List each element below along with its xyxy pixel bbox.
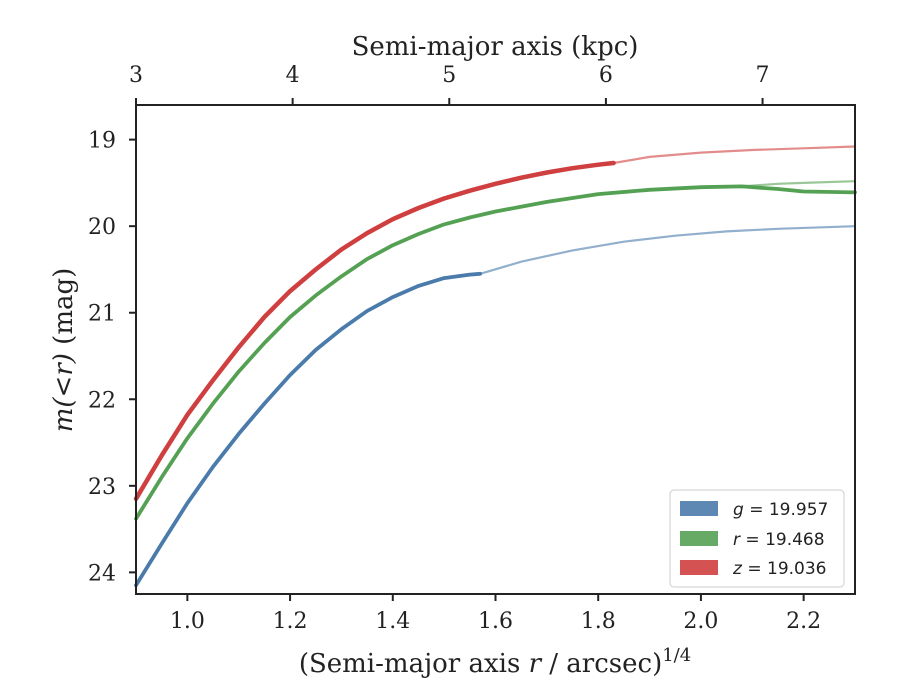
y-tick-label: 19 xyxy=(88,129,116,154)
y-tick-label: 21 xyxy=(88,302,116,327)
y-axis-title: m(<r) (mag) xyxy=(49,268,79,433)
top-x-tick-label: 4 xyxy=(286,63,300,88)
top-x-tick-label: 3 xyxy=(129,63,143,88)
series-z-extrapolation-line xyxy=(612,145,857,165)
y-tick-label: 22 xyxy=(88,388,116,413)
x-tick-label: 2.0 xyxy=(683,609,718,634)
x-tick-label: 1.8 xyxy=(581,609,616,634)
legend-label-r: r = 19.468 xyxy=(733,530,825,550)
legend: g = 19.957 r = 19.468 z = 19.036 xyxy=(669,489,845,588)
x-tick-label: 1.0 xyxy=(170,609,205,634)
top-x-tick-label: 6 xyxy=(599,63,613,88)
bottom-x-axis-title: (Semi-major axis r / arcsec)1/4 xyxy=(299,645,691,679)
legend-label-z: z = 19.036 xyxy=(732,559,826,579)
top-x-tick-label: 5 xyxy=(442,63,456,88)
series-curves xyxy=(133,145,857,588)
series-g-extrapolation-line xyxy=(479,225,857,275)
series-z-line xyxy=(133,160,616,502)
series-r-extrapolation-line xyxy=(740,180,857,188)
legend-label-g: g = 19.957 xyxy=(733,500,828,520)
x-tick-label: 1.2 xyxy=(273,609,308,634)
legend-entry-r: r = 19.468 xyxy=(680,530,825,550)
y-tick-label: 20 xyxy=(88,215,116,240)
legend-entry-z: z = 19.036 xyxy=(680,559,826,579)
legend-swatch-z xyxy=(680,560,718,575)
plot-frame xyxy=(135,104,856,595)
series-r-line xyxy=(134,184,857,521)
x-tick-label: 1.4 xyxy=(375,609,410,634)
y-tick-label: 24 xyxy=(88,561,116,586)
axis-ticks: 1.0 1.2 1.4 1.6 1.8 2.0 2.2 3 4 5 6 7 19 20 21 22 23 24 xyxy=(88,63,821,634)
x-tick-label: 1.6 xyxy=(478,609,513,634)
series-g-line xyxy=(134,271,482,588)
top-x-axis-title: Semi-major axis (kpc) xyxy=(352,32,639,62)
x-tick-label: 2.2 xyxy=(786,609,821,634)
legend-swatch-r xyxy=(680,531,718,546)
legend-entry-g: g = 19.957 xyxy=(680,500,828,520)
legend-swatch-g xyxy=(680,501,718,516)
y-tick-label: 23 xyxy=(88,475,116,500)
top-x-tick-label: 7 xyxy=(756,63,770,88)
